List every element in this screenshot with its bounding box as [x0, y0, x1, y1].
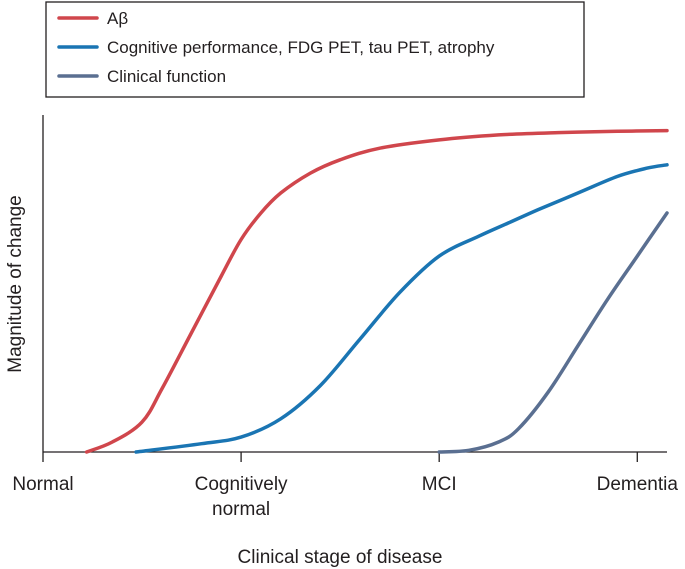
legend-label-abeta: Aβ	[107, 9, 128, 28]
x-tick-label: normal	[212, 499, 270, 520]
y-axis-title: Magnitude of change	[5, 195, 26, 372]
plot-lines	[84, 128, 669, 454]
legend-label-clinical: Clinical function	[107, 67, 226, 86]
series-line-abeta	[84, 128, 669, 454]
x-axis-title: Clinical stage of disease	[238, 547, 443, 568]
x-tick-label: Normal	[12, 474, 73, 495]
x-tick-label: Cognitively	[195, 474, 288, 495]
legend-box	[45, 1, 585, 98]
x-tick-label: Dementia	[597, 474, 679, 495]
legend-label-cognitive: Cognitive performance, FDG PET, tau PET,…	[107, 38, 495, 57]
x-tick-label: MCI	[422, 474, 457, 495]
series-line-clinical	[437, 211, 669, 454]
legend: Aβ Cognitive performance, FDG PET, tau P…	[45, 1, 585, 98]
x-ticks: Normal Cognitively normal MCI Dementia	[12, 452, 678, 520]
series-line-cognitive	[134, 163, 669, 454]
